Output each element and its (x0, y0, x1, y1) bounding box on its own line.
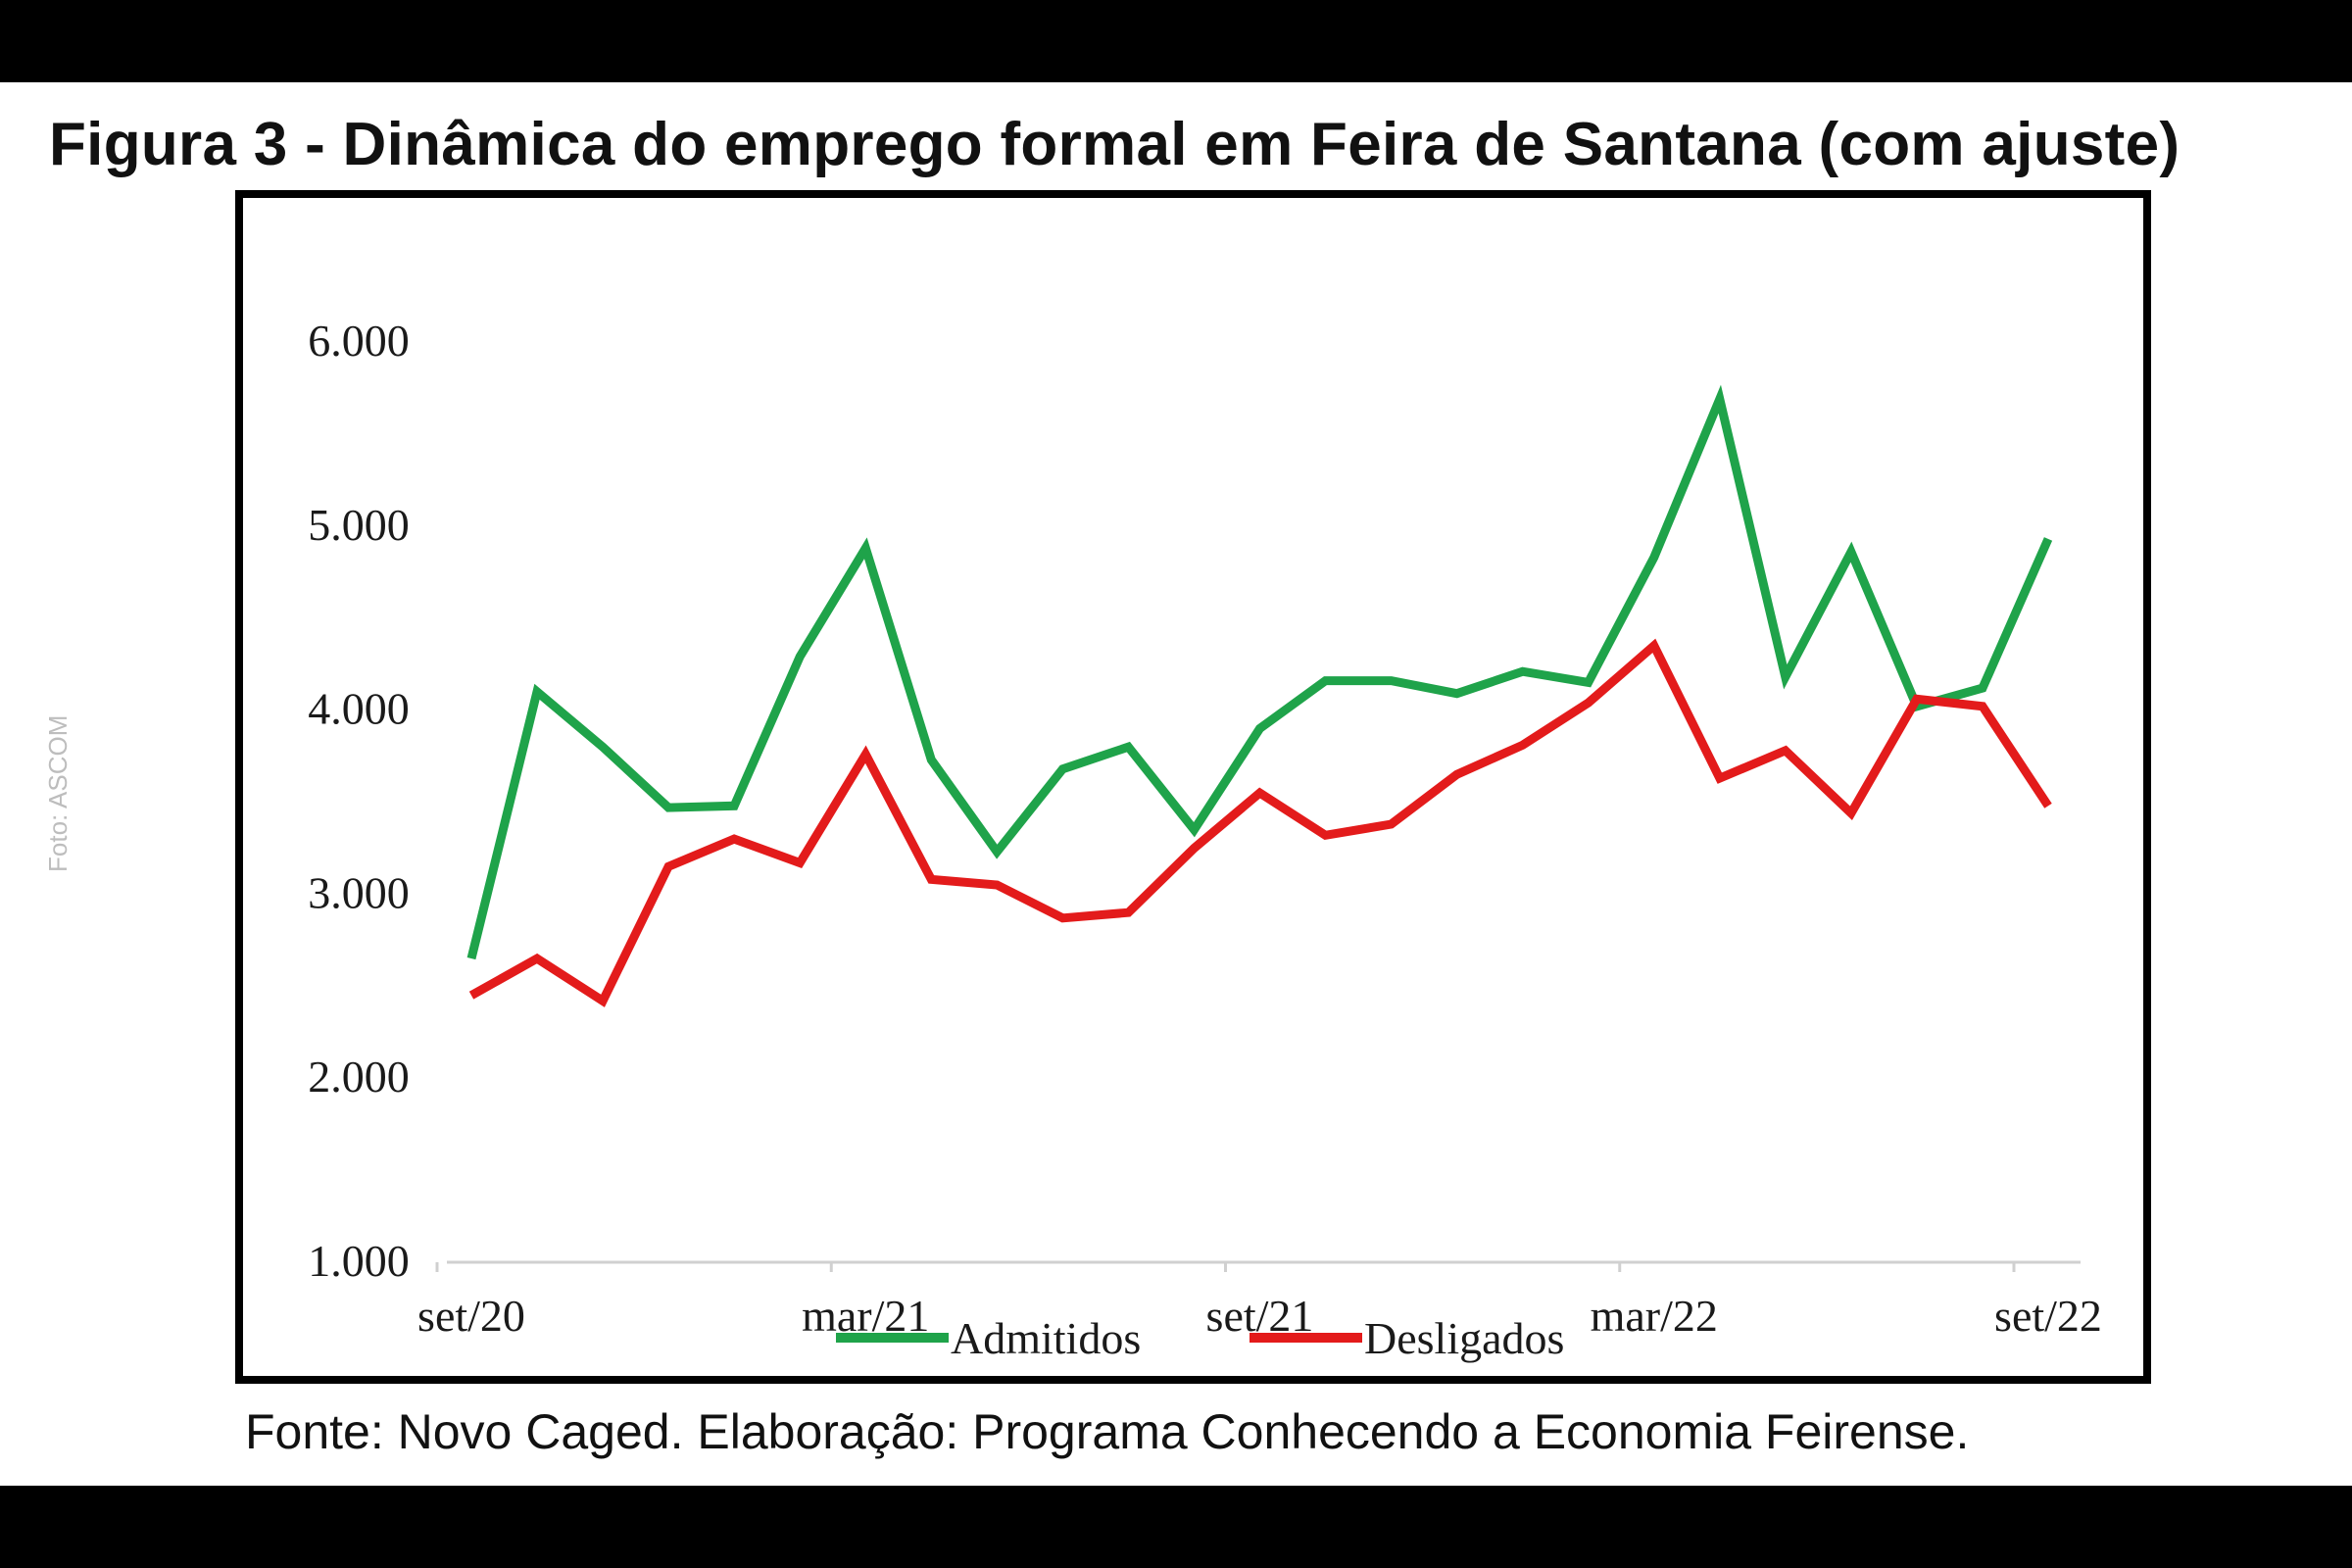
x-tick-label: mar/22 (1591, 1291, 1718, 1341)
y-tick-label: 6.000 (308, 316, 410, 366)
photo-credit-watermark: Foto: ASCOM (43, 714, 73, 872)
chart-frame: 1.000 2.000 3.000 4.000 5.000 6.000 set/20 mar… (235, 190, 2151, 1384)
chart-legend: Admitidos Desligados (836, 1313, 1564, 1363)
y-tick-label: 4.000 (308, 684, 410, 734)
legend-label-desligados: Desligados (1364, 1313, 1564, 1363)
y-tick-label: 5.000 (308, 500, 410, 550)
y-tick-label: 1.000 (308, 1236, 410, 1286)
x-tick-label: set/22 (1994, 1291, 2102, 1341)
x-tick-label: set/20 (417, 1291, 525, 1341)
figure-title: Figura 3 - Dinâmica do emprego formal em… (49, 111, 2180, 178)
source-note: Fonte: Novo Caged. Elaboração: Programa … (245, 1404, 1970, 1459)
x-tick-label: mar/21 (802, 1291, 929, 1341)
x-axis: set/20 mar/21 set/21 mar/22 set/22 (417, 1260, 2102, 1341)
series-lines (466, 384, 2053, 1007)
x-tick-label: set/21 (1206, 1291, 1314, 1341)
figure-page: Figura 3 - Dinâmica do emprego formal em… (0, 82, 2352, 1486)
y-tick-label: 3.000 (308, 867, 410, 917)
line-chart: 1.000 2.000 3.000 4.000 5.000 6.000 set/20 mar… (308, 316, 2102, 1363)
series-line-admitidos (466, 384, 2053, 960)
series-line-desligados (468, 638, 2052, 1007)
legend-label-admitidos: Admitidos (951, 1313, 1141, 1363)
y-tick-label: 2.000 (308, 1052, 410, 1102)
y-axis: 1.000 2.000 3.000 4.000 5.000 6.000 (308, 316, 410, 1286)
